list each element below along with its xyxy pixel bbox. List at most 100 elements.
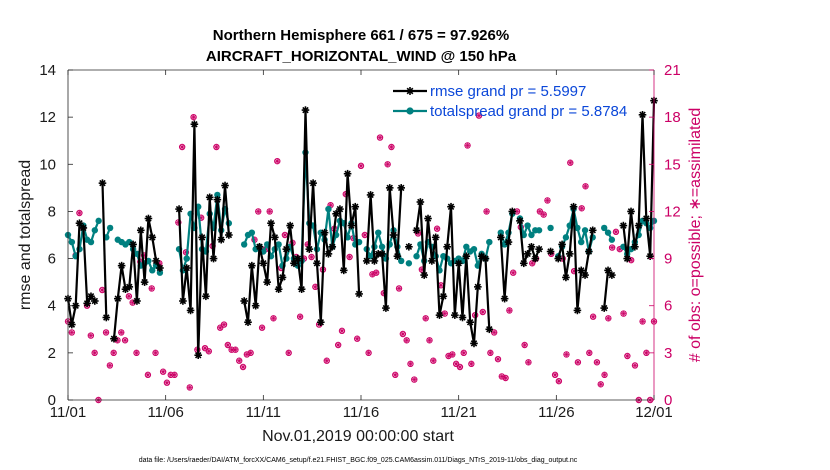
obs-assimilated-marker — [309, 254, 314, 260]
obs-assimilated-marker — [282, 232, 288, 238]
obs-assimilated-marker — [434, 226, 440, 232]
rmse-point — [156, 264, 164, 272]
obs-assimilated-marker — [99, 287, 105, 293]
obs-assimilated-marker — [632, 363, 638, 368]
rmse-point — [470, 339, 478, 348]
obs-assimilated-marker — [392, 372, 398, 378]
obs-possible-marker — [186, 384, 193, 391]
rmse-point — [562, 273, 570, 282]
rmse-point — [466, 318, 474, 327]
obs-assimilated-marker — [438, 282, 444, 288]
rmse-point — [416, 198, 425, 206]
obs-possible-marker — [373, 269, 380, 276]
obs-possible-marker — [334, 341, 342, 349]
obs-assimilated-marker — [643, 350, 649, 356]
obs-possible-marker — [148, 285, 155, 292]
obs-assimilated-marker — [214, 144, 219, 150]
rmse-point — [370, 257, 379, 265]
rmse-point — [129, 240, 137, 249]
obs-possible-marker — [388, 143, 395, 151]
rmse-point — [324, 250, 333, 258]
obs-possible-marker — [563, 351, 570, 358]
obs-possible-marker — [395, 285, 403, 292]
spread-point — [535, 227, 543, 234]
rmse-point — [339, 266, 348, 275]
obs-assimilated-marker — [225, 342, 231, 348]
obs-assimilated-marker — [427, 337, 432, 343]
obs-possible-marker — [433, 225, 441, 232]
rmse-point — [347, 221, 356, 230]
rmse-point — [496, 233, 505, 242]
obs-possible-marker — [258, 324, 266, 331]
obs-possible-marker — [456, 363, 464, 371]
rmse-point — [217, 235, 226, 244]
obs-assimilated-marker — [362, 232, 368, 238]
obs-assimilated-marker — [396, 286, 402, 291]
rmse-point — [136, 226, 145, 235]
obs-assimilated-marker — [103, 330, 109, 335]
rmse-point — [259, 259, 268, 268]
obs-possible-marker — [624, 352, 631, 360]
rmse-point — [393, 252, 402, 261]
obs-possible-marker — [178, 143, 186, 151]
obs-assimilated-marker — [640, 319, 645, 324]
spread-point — [497, 229, 504, 236]
rmse-line-segment — [365, 186, 403, 310]
rmse-point — [205, 193, 214, 202]
obs-assimilated-marker — [339, 328, 345, 334]
obs-possible-marker — [175, 219, 182, 226]
spread-point — [378, 243, 386, 250]
rmse-point — [202, 292, 210, 301]
obs-assimilated-marker — [476, 113, 482, 118]
x-tick-label: 11/16 — [343, 404, 379, 421]
obs-assimilated-marker — [457, 364, 463, 370]
rmse-point — [255, 242, 264, 251]
rmse-point — [140, 278, 149, 286]
obs-assimilated-marker — [400, 331, 406, 337]
rmse-point — [585, 247, 593, 256]
spread-point — [486, 238, 493, 246]
rmse-point — [428, 257, 436, 265]
obs-assimilated-marker — [468, 361, 474, 367]
obs-possible-marker — [468, 360, 475, 368]
legend-spread-marker — [406, 107, 414, 115]
legend: rmse grand pr = 5.5997 totalspread grand… — [393, 83, 627, 120]
y-right-tick-label: 15 — [664, 156, 681, 173]
rmse-point — [336, 205, 344, 213]
plot-area — [68, 70, 654, 400]
obs-assimilated-marker — [259, 325, 265, 331]
rmse-point — [309, 179, 317, 187]
rmse-point — [439, 292, 448, 301]
obs-assimilated-marker — [586, 350, 592, 356]
obs-possible-marker — [323, 357, 330, 364]
x-tick-label: 11/06 — [147, 404, 183, 421]
rmse-point — [144, 214, 153, 223]
obs-assimilated-marker — [145, 372, 151, 378]
obs-assimilated-marker — [491, 330, 497, 335]
obs-possible-marker — [296, 313, 304, 320]
obs-possible-marker — [567, 159, 574, 166]
obs-possible-marker — [239, 363, 247, 371]
rmse-point — [447, 202, 455, 211]
spread-point — [375, 229, 382, 236]
obs-assimilated-marker — [354, 336, 360, 342]
rmse-point — [240, 297, 248, 305]
obs-possible-marker — [76, 209, 83, 217]
obs-assimilated-marker — [503, 375, 508, 381]
rmse-point — [68, 320, 76, 329]
obs-possible-marker — [266, 208, 273, 215]
rmse-point — [389, 231, 398, 239]
obs-assimilated-marker — [286, 350, 292, 356]
chart-title: Northern Hemisphere 661 / 675 = 97.926% — [213, 27, 509, 44]
rmse-point — [451, 311, 459, 319]
obs-assimilated-marker — [236, 358, 242, 364]
spread-point — [581, 227, 589, 234]
obs-possible-marker — [605, 315, 612, 322]
obs-possible-marker — [551, 371, 559, 379]
spread-point — [325, 205, 332, 213]
y-right-tick-label: 6 — [664, 298, 672, 315]
obs-possible-marker — [232, 346, 239, 353]
rmse-point — [351, 202, 360, 211]
obs-possible-marker — [159, 368, 167, 375]
obs-assimilated-marker — [621, 311, 626, 316]
